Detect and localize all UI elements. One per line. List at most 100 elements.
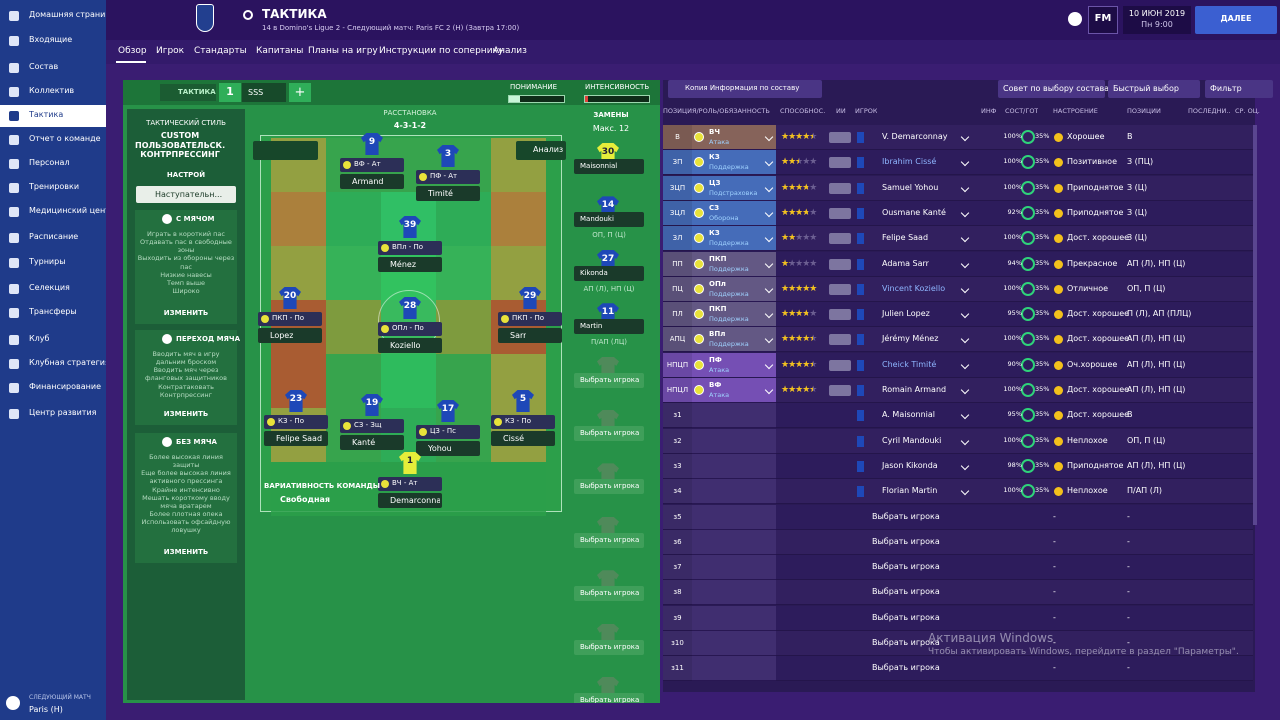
sub-box[interactable]: [574, 532, 644, 548]
player-role[interactable]: КЗ - По: [278, 417, 304, 425]
sub-name[interactable]: Выбрать игрока: [580, 535, 640, 544]
sub-box[interactable]: [574, 372, 644, 388]
name-box[interactable]: [378, 257, 442, 272]
tab[interactable]: Инструкции по сопернику: [379, 46, 504, 56]
sidebar-item[interactable]: Тренировки: [29, 182, 80, 191]
toolbar-button[interactable]: [1108, 80, 1200, 98]
player-name[interactable]: Kanté: [352, 438, 376, 447]
player-name[interactable]: Koziello: [390, 341, 421, 350]
player-name[interactable]: Demarconnay: [390, 496, 440, 505]
sidebar-item[interactable]: Трансферы: [29, 307, 77, 316]
player-name[interactable]: Cissé: [503, 434, 525, 443]
sub-box[interactable]: [574, 265, 644, 281]
player-placeholder[interactable]: Выбрать игрока: [872, 536, 940, 546]
sidebar-item[interactable]: Медицинский центр: [29, 206, 106, 215]
player-role[interactable]: ВЧ - Ат: [392, 479, 418, 487]
sidebar-item[interactable]: Отчет о команде: [29, 134, 101, 143]
name-box[interactable]: [498, 328, 562, 343]
toolbar-button[interactable]: [1205, 80, 1273, 98]
sidebar-item[interactable]: Коллектив: [29, 86, 75, 95]
tab[interactable]: Игрок: [156, 46, 185, 56]
role-box[interactable]: [378, 241, 442, 255]
sub-box[interactable]: [574, 586, 644, 602]
player-role[interactable]: ВФ - Ат: [354, 160, 381, 168]
sidebar-item[interactable]: Входящие: [29, 35, 73, 44]
tab[interactable]: Стандарты: [194, 46, 247, 56]
sub-name[interactable]: Maisonnial: [580, 162, 618, 170]
player-name[interactable]: Felipe Saad: [276, 434, 323, 443]
tab[interactable]: Анализ: [493, 46, 527, 56]
sidebar-item[interactable]: Центр развития: [29, 408, 97, 417]
tactic-name[interactable]: SSS: [248, 88, 264, 97]
sidebar-item[interactable]: Клуб: [29, 334, 50, 343]
player-name[interactable]: Ménez: [390, 260, 417, 269]
role-box[interactable]: [378, 477, 442, 491]
sidebar-item[interactable]: Персонал: [29, 158, 70, 167]
sidebar-item[interactable]: Клубная стратегия: [29, 358, 106, 367]
name-box[interactable]: [264, 431, 328, 446]
sub-box[interactable]: [574, 426, 644, 441]
sub-name[interactable]: Выбрать игрока: [580, 696, 640, 704]
sub-name[interactable]: Выбрать игрока: [580, 642, 640, 651]
continue-label[interactable]: ДАЛЕЕ: [1220, 14, 1252, 23]
sub-box[interactable]: [574, 319, 644, 335]
toolbar-button[interactable]: [998, 80, 1105, 98]
role-box[interactable]: [340, 419, 404, 433]
player-placeholder[interactable]: Выбрать игрока: [872, 638, 940, 647]
name-box[interactable]: [340, 174, 404, 189]
pitch-view-buttons[interactable]: [253, 141, 318, 160]
player-role[interactable]: ВПл - По: [392, 243, 424, 251]
sidebar-item[interactable]: Селекция: [29, 283, 70, 292]
sidebar-item[interactable]: Тактика: [29, 110, 64, 119]
player-placeholder[interactable]: Выбрать игрока: [872, 587, 940, 597]
sub-name[interactable]: Выбрать игрока: [580, 589, 640, 598]
player-placeholder[interactable]: Выбрать игрока: [872, 612, 940, 622]
player-name[interactable]: Armand: [352, 177, 384, 186]
player-role[interactable]: ЦЗ - Пс: [430, 427, 457, 435]
role-box[interactable]: [416, 170, 480, 184]
tab[interactable]: Капитаны: [256, 46, 304, 56]
sub-name[interactable]: Kikonda: [580, 268, 608, 277]
name-box[interactable]: [416, 441, 480, 456]
change-button[interactable]: ИЗМЕНИТЬ: [163, 548, 209, 556]
role-box[interactable]: [340, 158, 404, 172]
tactic-name-box[interactable]: [242, 83, 286, 102]
change-button[interactable]: ИЗМЕНИТЬ: [163, 309, 209, 317]
player-name[interactable]: Sarr: [510, 331, 527, 340]
name-box[interactable]: [491, 431, 555, 446]
name-box[interactable]: [340, 435, 404, 450]
sub-box[interactable]: [574, 479, 644, 495]
role-box[interactable]: [416, 425, 480, 439]
player-placeholder[interactable]: Выбрать игрока: [872, 511, 940, 521]
sub-name[interactable]: Выбрать игрока: [580, 482, 640, 491]
role-box[interactable]: [258, 312, 322, 326]
player-name[interactable]: Lopez: [270, 331, 294, 340]
role-box[interactable]: [498, 312, 562, 326]
sidebar-item[interactable]: Турниры: [29, 257, 66, 266]
player-name[interactable]: Yohou: [428, 444, 452, 453]
role-box[interactable]: [264, 415, 328, 429]
formation-name[interactable]: 4-3-1-2: [393, 121, 427, 130]
sub-name[interactable]: Mandouki: [580, 215, 614, 224]
tab[interactable]: Обзор: [118, 46, 147, 56]
player-role[interactable]: ПКП - По: [512, 314, 545, 322]
analysis-button[interactable]: [516, 141, 566, 160]
name-box[interactable]: [378, 338, 442, 353]
sub-name[interactable]: Выбрать игрока: [580, 375, 640, 384]
player-role[interactable]: ПКП - По: [272, 314, 305, 322]
role-box[interactable]: [491, 415, 555, 429]
change-button[interactable]: ИЗМЕНИТЬ: [163, 410, 209, 418]
continue-button[interactable]: [1195, 6, 1277, 34]
player-placeholder[interactable]: Выбрать игрока: [872, 663, 940, 673]
analysis-label[interactable]: Анализ: [533, 145, 564, 154]
player-role[interactable]: ОПл - По: [392, 324, 424, 332]
player-placeholder[interactable]: Выбрать игрока: [872, 562, 940, 572]
sidebar-item[interactable]: Состав: [29, 62, 59, 71]
name-box[interactable]: [378, 493, 442, 508]
sub-name[interactable]: Выбрать игрока: [580, 429, 640, 437]
toolbar-label[interactable]: Быстрый выбор: [1113, 84, 1179, 93]
player-name[interactable]: Timité: [428, 189, 453, 198]
sub-box[interactable]: [574, 639, 644, 655]
toolbar-label[interactable]: Фильтр: [1210, 84, 1242, 93]
name-box[interactable]: [258, 328, 322, 343]
